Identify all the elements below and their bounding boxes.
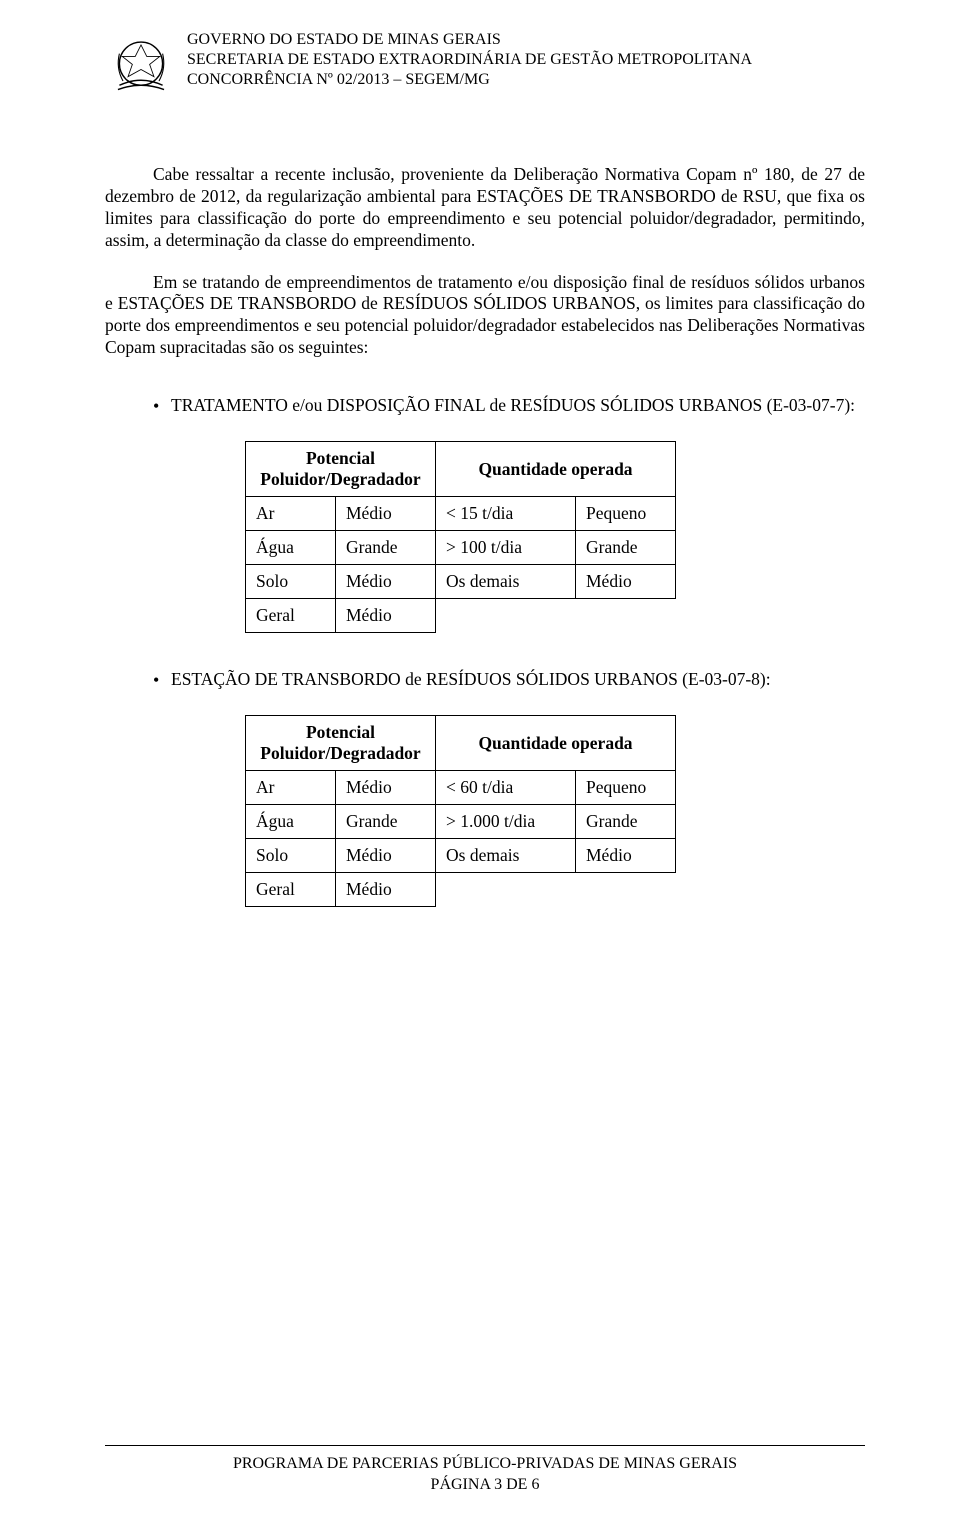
table-cell: Grande (576, 805, 676, 839)
table-row: Solo Médio Os demais Médio (246, 565, 676, 599)
table-cell: Solo (246, 839, 336, 873)
table-cell: < 60 t/dia (436, 771, 576, 805)
paragraph-1: Cabe ressaltar a recente inclusão, prove… (105, 164, 865, 252)
table-cell: Água (246, 805, 336, 839)
table-cell: Médio (336, 599, 436, 633)
table-cell: Pequeno (576, 497, 676, 531)
bullet-icon: • (153, 389, 171, 423)
table-1: Potencial Poluidor/Degradador Quantidade… (245, 441, 676, 633)
body-content: Cabe ressaltar a recente inclusão, prove… (105, 164, 865, 359)
footer-program: PROGRAMA DE PARCERIAS PÚBLICO-PRIVADAS D… (105, 1454, 865, 1475)
table-row: Ar Médio < 15 t/dia Pequeno (246, 497, 676, 531)
table-cell: Médio (336, 771, 436, 805)
table-cell (436, 599, 676, 633)
table-cell: Médio (336, 565, 436, 599)
page-footer: PROGRAMA DE PARCERIAS PÚBLICO-PRIVADAS D… (105, 1445, 865, 1496)
table-cell: Grande (576, 531, 676, 565)
bullet-1: • TRATAMENTO e/ou DISPOSIÇÃO FINAL de RE… (153, 389, 865, 423)
bullet-1-text: TRATAMENTO e/ou DISPOSIÇÃO FINAL de RESÍ… (171, 389, 865, 422)
state-crest-icon (105, 32, 177, 104)
table-cell: Os demais (436, 839, 576, 873)
table-header-right: Quantidade operada (436, 442, 676, 497)
table-cell: Médio (576, 839, 676, 873)
footer-page-number: PÁGINA 3 DE 6 (105, 1475, 865, 1496)
table-2: Potencial Poluidor/Degradador Quantidade… (245, 715, 676, 907)
table-cell: < 15 t/dia (436, 497, 576, 531)
table-cell: Pequeno (576, 771, 676, 805)
table-row: Ar Médio < 60 t/dia Pequeno (246, 771, 676, 805)
table-cell: Médio (576, 565, 676, 599)
section-1: • TRATAMENTO e/ou DISPOSIÇÃO FINAL de RE… (105, 389, 865, 423)
table-cell: Os demais (436, 565, 576, 599)
header-line-3: CONCORRÊNCIA Nº 02/2013 – SEGEM/MG (187, 70, 752, 90)
bullet-icon: • (153, 663, 171, 697)
footer-rule (105, 1445, 865, 1446)
table-cell: Solo (246, 565, 336, 599)
table-cell: Água (246, 531, 336, 565)
table-header-left: Potencial Poluidor/Degradador (246, 442, 436, 497)
paragraph-2: Em se tratando de empreendimentos de tra… (105, 272, 865, 360)
table-header-left: Potencial Poluidor/Degradador (246, 716, 436, 771)
table-cell: Geral (246, 599, 336, 633)
document-header: GOVERNO DO ESTADO DE MINAS GERAIS SECRET… (105, 30, 865, 104)
header-line-2: SECRETARIA DE ESTADO EXTRAORDINÁRIA DE G… (187, 50, 752, 70)
bullet-2-text: ESTAÇÃO DE TRANSBORDO de RESÍDUOS SÓLIDO… (171, 663, 865, 696)
table-cell: Ar (246, 497, 336, 531)
table-cell: > 1.000 t/dia (436, 805, 576, 839)
table-cell (436, 873, 676, 907)
table-cell: Ar (246, 771, 336, 805)
table-row: Água Grande > 100 t/dia Grande (246, 531, 676, 565)
table-row: Geral Médio (246, 599, 676, 633)
header-line-1: GOVERNO DO ESTADO DE MINAS GERAIS (187, 30, 752, 50)
table-row: Potencial Poluidor/Degradador Quantidade… (246, 716, 676, 771)
table-cell: Grande (336, 805, 436, 839)
bullet-2: • ESTAÇÃO DE TRANSBORDO de RESÍDUOS SÓLI… (153, 663, 865, 697)
header-text-block: GOVERNO DO ESTADO DE MINAS GERAIS SECRET… (187, 30, 752, 90)
table-row: Água Grande > 1.000 t/dia Grande (246, 805, 676, 839)
table-cell: Médio (336, 839, 436, 873)
table-cell: Geral (246, 873, 336, 907)
table-cell: Médio (336, 873, 436, 907)
table-cell: Grande (336, 531, 436, 565)
section-2: • ESTAÇÃO DE TRANSBORDO de RESÍDUOS SÓLI… (105, 663, 865, 697)
table-cell: > 100 t/dia (436, 531, 576, 565)
table-header-right: Quantidade operada (436, 716, 676, 771)
table-cell: Médio (336, 497, 436, 531)
table-row: Potencial Poluidor/Degradador Quantidade… (246, 442, 676, 497)
table-row: Solo Médio Os demais Médio (246, 839, 676, 873)
table-row: Geral Médio (246, 873, 676, 907)
